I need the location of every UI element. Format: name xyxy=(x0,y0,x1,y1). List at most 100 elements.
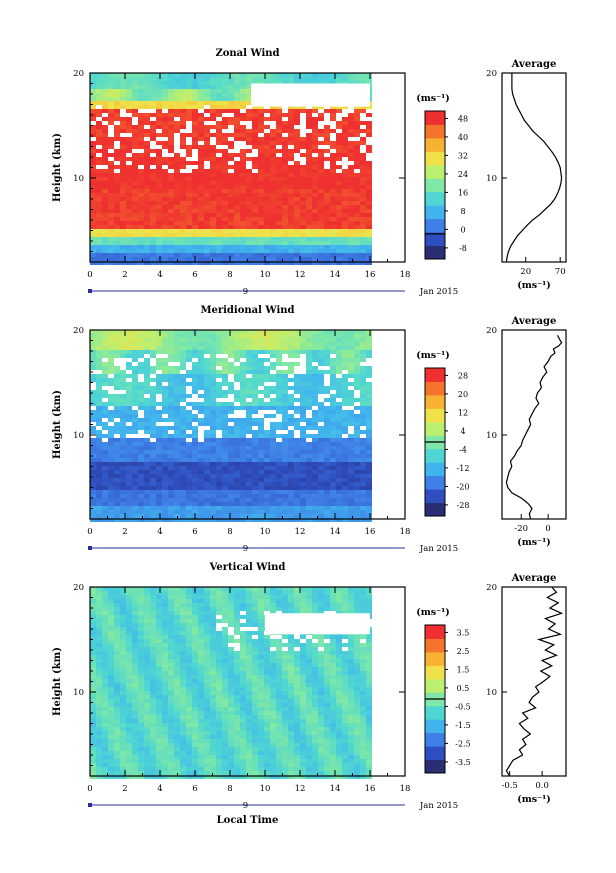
zonal-heatmap-cell xyxy=(252,177,258,181)
meridional-heatmap-cell xyxy=(252,374,258,378)
zonal-heatmap-cell xyxy=(258,185,264,189)
zonal-heatmap-cell xyxy=(258,77,264,81)
meridional-heatmap-cell xyxy=(168,490,174,494)
meridional-heatmap-cell xyxy=(144,390,150,394)
zonal-heatmap-cell xyxy=(180,137,186,141)
zonal-heatmap-cell xyxy=(294,221,300,225)
vertical-heatmap-cell xyxy=(138,627,144,631)
zonal-heatmap-cell xyxy=(240,205,246,209)
zonal-heatmap-cell xyxy=(186,101,192,105)
zonal-heatmap-cell xyxy=(96,157,102,161)
vertical-heatmap-cell xyxy=(222,611,228,615)
vertical-heatmap-cell xyxy=(270,591,276,595)
zonal-heatmap-cell xyxy=(180,181,186,185)
meridional-heatmap-cell xyxy=(216,490,222,494)
zonal-heatmap-cell xyxy=(360,217,366,221)
meridional-heatmap-cell xyxy=(186,454,192,458)
meridional-heatmap-cell xyxy=(108,394,114,398)
meridional-heatmap-cell xyxy=(240,474,246,478)
zonal-heatmap-cell xyxy=(330,161,336,165)
meridional-heatmap-cell xyxy=(270,474,276,478)
meridional-heatmap-cell xyxy=(366,394,372,398)
zonal-heatmap-cell xyxy=(204,89,210,93)
zonal-heatmap-cell xyxy=(222,101,228,105)
zonal-heatmap-cell xyxy=(228,217,234,221)
vertical-heatmap-cell xyxy=(228,619,234,623)
zonal-heatmap-cell xyxy=(318,161,324,165)
zonal-heatmap-cell xyxy=(90,133,96,137)
zonal-heatmap-cell xyxy=(174,221,180,225)
meridional-heatmap-cell xyxy=(198,482,204,486)
zonal-heatmap-cell xyxy=(228,133,234,137)
zonal-heatmap-cell xyxy=(132,153,138,157)
zonal-heatmap-cell xyxy=(282,73,288,77)
zonal-heatmap-cell xyxy=(126,109,132,113)
zonal-heatmap-cell xyxy=(138,157,144,161)
vertical-heatmap-cell xyxy=(318,607,324,611)
zonal-heatmap-cell xyxy=(150,133,156,137)
meridional-heatmap-cell xyxy=(312,386,318,390)
zonal-colorbar-segment xyxy=(425,245,445,260)
vertical-heatmap-cell xyxy=(162,631,168,635)
zonal-heatmap-cell xyxy=(204,169,210,173)
zonal-heatmap-cell xyxy=(108,81,114,85)
zonal-heatmap-cell xyxy=(168,253,174,257)
meridional-heatmap-cell xyxy=(306,482,312,486)
meridional-heatmap-cell xyxy=(282,474,288,478)
zonal-heatmap-cell xyxy=(252,205,258,209)
zonal-heatmap-cell xyxy=(126,201,132,205)
zonal-heatmap-cell xyxy=(108,121,114,125)
zonal-heatmap-cell xyxy=(204,197,210,201)
zonal-heatmap-cell xyxy=(90,189,96,193)
meridional-heatmap-cell xyxy=(210,510,216,514)
meridional-heatmap-cell xyxy=(234,474,240,478)
meridional-heatmap-cell xyxy=(360,414,366,418)
zonal-heatmap-cell xyxy=(198,253,204,257)
meridional-heatmap-cell xyxy=(120,510,126,514)
meridional-heatmap-cell xyxy=(144,502,150,506)
zonal-heatmap-cell xyxy=(210,181,216,185)
meridional-heatmap-cell xyxy=(198,370,204,374)
zonal-heatmap-cell xyxy=(90,101,96,105)
zonal-heatmap-cell xyxy=(330,205,336,209)
zonal-heatmap-cell xyxy=(192,109,198,113)
meridional-heatmap-cell xyxy=(252,502,258,506)
vertical-heatmap-cell xyxy=(258,615,264,619)
zonal-heatmap-cell xyxy=(102,193,108,197)
meridional-heatmap-cell xyxy=(186,382,192,386)
vertical-heatmap-cell xyxy=(168,631,174,635)
meridional-heatmap-cell xyxy=(174,410,180,414)
meridional-heatmap-cell xyxy=(300,454,306,458)
zonal-heatmap-cell xyxy=(258,81,264,85)
vertical-heatmap-cell xyxy=(114,587,120,591)
zonal-heatmap-cell xyxy=(126,145,132,149)
zonal-heatmap-cell xyxy=(282,173,288,177)
zonal-heatmap-cell xyxy=(132,229,138,233)
zonal-heatmap-cell xyxy=(222,261,228,265)
zonal-heatmap-cell xyxy=(240,225,246,229)
vertical-heatmap-cell xyxy=(198,639,204,643)
zonal-heatmap-cell xyxy=(192,105,198,109)
vertical-heatmap-cell xyxy=(108,619,114,623)
meridional-heatmap-cell xyxy=(216,330,222,334)
meridional-heatmap-cell xyxy=(96,418,102,422)
vertical-heatmap-cell xyxy=(366,635,372,639)
zonal-heatmap-cell xyxy=(252,157,258,161)
meridional-heatmap-cell xyxy=(252,366,258,370)
meridional-heatmap-cell xyxy=(288,398,294,402)
meridional-heatmap-cell xyxy=(120,478,126,482)
meridional-heatmap-cell xyxy=(246,454,252,458)
zonal-heatmap-cell xyxy=(330,81,336,85)
zonal-heatmap-cell xyxy=(234,249,240,253)
meridional-heatmap-cell xyxy=(150,458,156,462)
meridional-heatmap-cell xyxy=(138,350,144,354)
zonal-heatmap-cell xyxy=(336,157,342,161)
vertical-heatmap-cell xyxy=(90,631,96,635)
zonal-heatmap-cell xyxy=(300,137,306,141)
meridional-heatmap-cell xyxy=(198,510,204,514)
zonal-heatmap-cell xyxy=(228,233,234,237)
meridional-heatmap-cell xyxy=(192,518,198,522)
meridional-heatmap-cell xyxy=(204,498,210,502)
zonal-heatmap-cell xyxy=(246,129,252,133)
zonal-heatmap-cell xyxy=(240,217,246,221)
